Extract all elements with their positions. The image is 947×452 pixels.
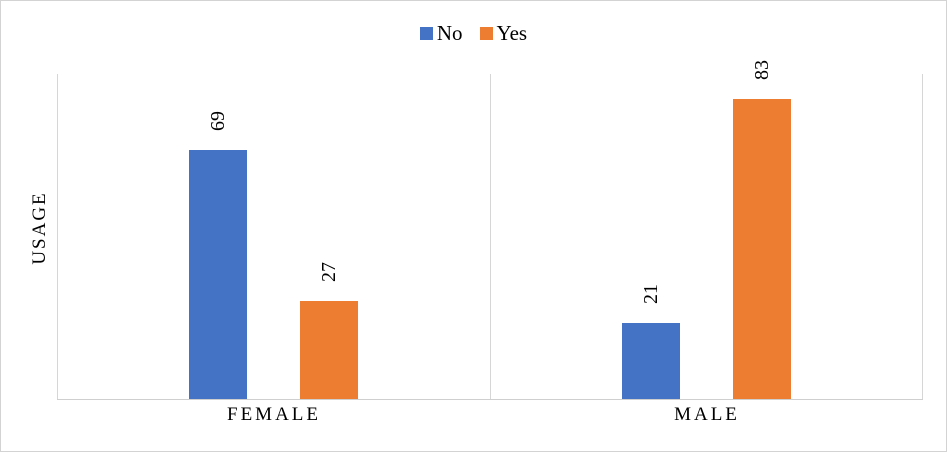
bar-male-no (622, 323, 680, 399)
legend-swatch-yes (479, 27, 493, 40)
x-axis-label-male: MALE (674, 404, 740, 425)
bar-female-yes (300, 301, 358, 399)
legend-label-yes: Yes (496, 21, 528, 45)
bar-male-yes (733, 99, 791, 399)
y-axis-title: USAGE (28, 191, 50, 265)
plot-area: 69 27 21 83 (57, 60, 923, 400)
legend-item-yes: Yes (479, 21, 528, 45)
x-axis-line (57, 399, 923, 400)
category-divider-line (490, 74, 491, 399)
x-axis-label-female: FEMALE (227, 404, 321, 425)
data-label-male-yes: 83 (751, 60, 773, 80)
data-label-female-no: 69 (207, 111, 229, 131)
legend-swatch-no (419, 27, 433, 40)
data-label-female-yes: 27 (318, 262, 340, 282)
legend-item-no: No (419, 21, 463, 45)
chart-legend: No Yes (1, 23, 946, 44)
plot-border-left (57, 74, 58, 399)
data-label-male-no: 21 (640, 284, 662, 304)
bar-female-no (189, 150, 247, 399)
plot-border-right (922, 74, 923, 399)
legend-label-no: No (436, 21, 463, 45)
